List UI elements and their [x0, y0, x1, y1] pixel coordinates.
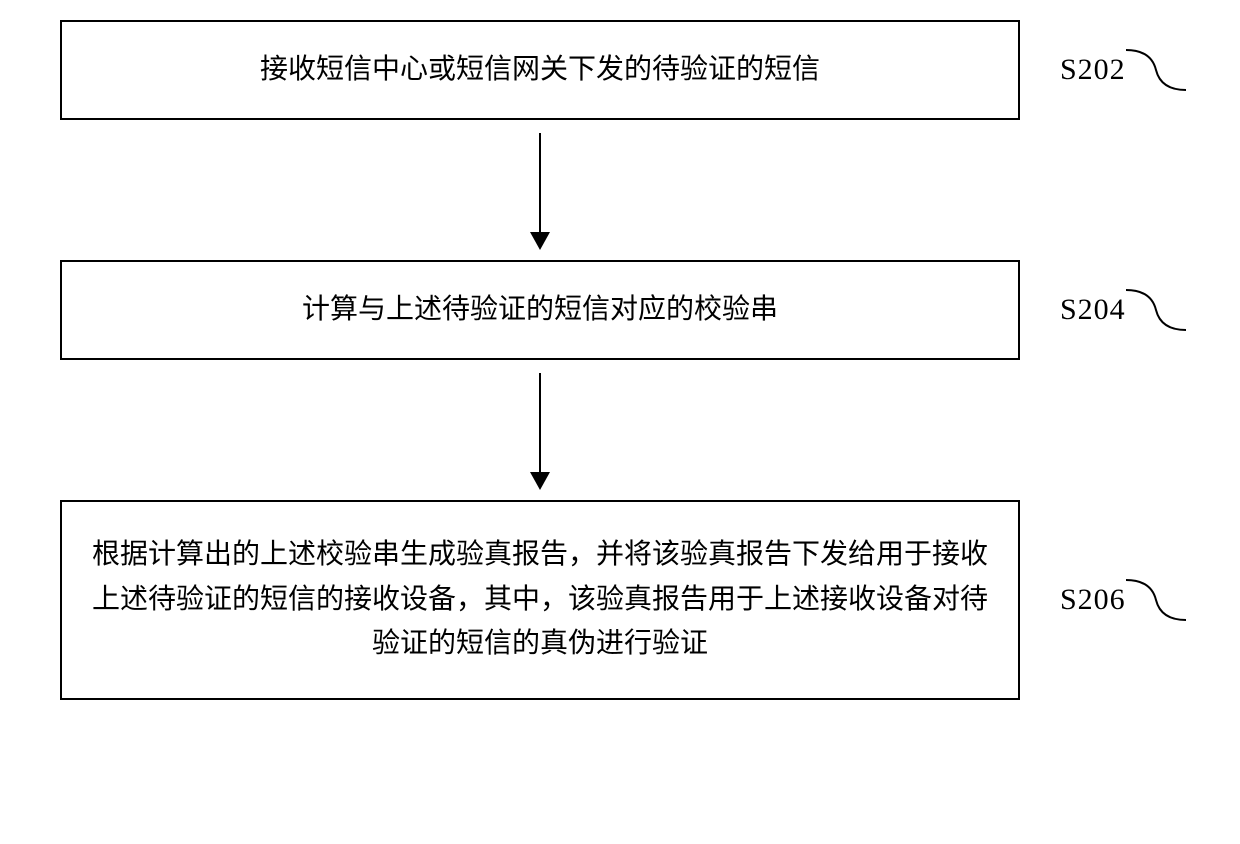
arrow-container-1	[60, 120, 1020, 260]
step-text-3: 根据计算出的上述校验串生成验真报告，并将该验真报告下发给用于接收上述待验证的短信…	[92, 533, 988, 667]
step-row-3: 根据计算出的上述校验串生成验真报告，并将该验真报告下发给用于接收上述待验证的短信…	[60, 500, 1180, 700]
step-label-1: S202	[1060, 53, 1126, 87]
step-label-2: S204	[1060, 293, 1126, 327]
arrow-2	[539, 373, 541, 488]
step-text-2: 计算与上述待验证的短信对应的校验串	[302, 288, 778, 333]
step-text-1: 接收短信中心或短信网关下发的待验证的短信	[260, 48, 820, 93]
connector-curve-3	[1126, 570, 1196, 630]
step-box-2: 计算与上述待验证的短信对应的校验串	[60, 260, 1020, 360]
label-wrap-2: S204	[1060, 293, 1126, 327]
flowchart-container: 接收短信中心或短信网关下发的待验证的短信 S202 计算与上述待验证的短信对应的…	[60, 20, 1180, 700]
label-wrap-3: S206	[1060, 583, 1126, 617]
step-label-3: S206	[1060, 583, 1126, 617]
label-wrap-1: S202	[1060, 53, 1126, 87]
connector-curve-1	[1126, 40, 1196, 100]
arrow-1	[539, 133, 541, 248]
connector-curve-2	[1126, 280, 1196, 340]
step-box-1: 接收短信中心或短信网关下发的待验证的短信	[60, 20, 1020, 120]
step-row-1: 接收短信中心或短信网关下发的待验证的短信 S202	[60, 20, 1180, 120]
step-row-2: 计算与上述待验证的短信对应的校验串 S204	[60, 260, 1180, 360]
step-box-3: 根据计算出的上述校验串生成验真报告，并将该验真报告下发给用于接收上述待验证的短信…	[60, 500, 1020, 700]
arrow-container-2	[60, 360, 1020, 500]
